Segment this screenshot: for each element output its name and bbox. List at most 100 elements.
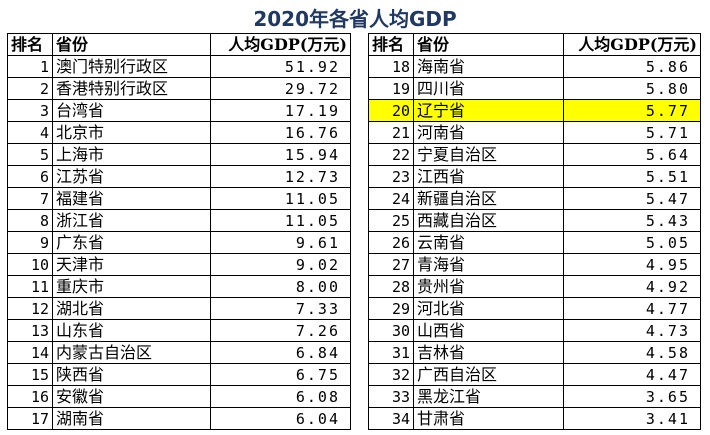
rank-cell: 6: [7, 165, 53, 188]
row: 29 河北省 4.77: [368, 297, 701, 320]
province-cell: 安徽省: [52, 385, 211, 408]
province-cell: 湖南省: [52, 407, 211, 430]
gdp-per-capita-cell: 4.58: [563, 341, 701, 364]
table-right: 排名 省份 人均GDP(万元) 18 海南省 5.86 19 四川省 5.80 20 辽宁省 5.77…: [368, 33, 701, 430]
province-cell: 山西省: [413, 319, 564, 342]
rank-cell: 23: [368, 165, 414, 188]
province-cell: 上海市: [52, 143, 211, 166]
gdp-per-capita-cell: 4.47: [563, 363, 701, 386]
row: 11 重庆市 8.00: [7, 275, 351, 298]
row: 19 四川省 5.80: [368, 77, 701, 100]
row: 20 辽宁省 5.77: [368, 99, 701, 122]
province-cell: 重庆市: [52, 275, 211, 298]
row: 23 江西省 5.51: [368, 165, 701, 188]
row: 5 上海市 15.94: [7, 143, 351, 166]
header-cell: 省份: [52, 33, 211, 56]
rank-cell: 14: [7, 341, 53, 364]
rank-cell: 7: [7, 187, 53, 210]
row: 27 青海省 4.95: [368, 253, 701, 276]
row: 22 宁夏自治区 5.64: [368, 143, 701, 166]
rank-cell: 11: [7, 275, 53, 298]
row: 33 黑龙江省 3.65: [368, 385, 701, 408]
province-cell: 天津市: [52, 253, 211, 276]
gdp-per-capita-cell: 4.92: [563, 275, 701, 298]
row: 32 广西自治区 4.47: [368, 363, 701, 386]
gdp-per-capita-cell: 4.77: [563, 297, 701, 320]
row: 31 吉林省 4.58: [368, 341, 701, 364]
gdp-per-capita-cell: 29.72: [210, 77, 351, 100]
gdp-per-capita-cell: 8.00: [210, 275, 351, 298]
rank-cell: 30: [368, 319, 414, 342]
province-cell: 新疆自治区: [413, 187, 564, 210]
gdp-per-capita-cell: 5.05: [563, 231, 701, 254]
row: 7 福建省 11.05: [7, 187, 351, 210]
gdp-per-capita-cell: 5.71: [563, 121, 701, 144]
row: 28 贵州省 4.92: [368, 275, 701, 298]
gdp-per-capita-cell: 7.33: [210, 297, 351, 320]
row: 18 海南省 5.86: [368, 55, 701, 78]
province-cell: 黑龙江省: [413, 385, 564, 408]
rank-cell: 3: [7, 99, 53, 122]
row: 25 西藏自治区 5.43: [368, 209, 701, 232]
rank-cell: 27: [368, 253, 414, 276]
gdp-per-capita-cell: 6.84: [210, 341, 351, 364]
rank-cell: 9: [7, 231, 53, 254]
province-cell: 辽宁省: [413, 99, 564, 122]
row: 34 甘肃省 3.41: [368, 407, 701, 430]
province-cell: 青海省: [413, 253, 564, 276]
row: 4 北京市 16.76: [7, 121, 351, 144]
gdp-per-capita-cell: 3.65: [563, 385, 701, 408]
rank-cell: 22: [368, 143, 414, 166]
row: 8 浙江省 11.05: [7, 209, 351, 232]
rank-cell: 2: [7, 77, 53, 100]
row: 24 新疆自治区 5.47: [368, 187, 701, 210]
gdp-per-capita-cell: 51.92: [210, 55, 351, 78]
header-cell: 排名: [7, 33, 53, 56]
gdp-per-capita-cell: 15.94: [210, 143, 351, 166]
province-cell: 宁夏自治区: [413, 143, 564, 166]
gdp-per-capita-cell: 4.95: [563, 253, 701, 276]
rank-cell: 8: [7, 209, 53, 232]
rank-cell: 16: [7, 385, 53, 408]
province-cell: 西藏自治区: [413, 209, 564, 232]
province-cell: 甘肃省: [413, 407, 564, 430]
gdp-per-capita-cell: 5.77: [563, 99, 701, 122]
rank-cell: 18: [368, 55, 414, 78]
province-cell: 北京市: [52, 121, 211, 144]
header-cell: 省份: [413, 33, 564, 56]
gdp-per-capita-cell: 9.02: [210, 253, 351, 276]
gdp-per-capita-cell: 6.04: [210, 407, 351, 430]
gdp-per-capita-cell: 5.86: [563, 55, 701, 78]
gdp-per-capita-cell: 6.08: [210, 385, 351, 408]
gdp-per-capita-cell: 3.41: [563, 407, 701, 430]
province-cell: 云南省: [413, 231, 564, 254]
rank-cell: 34: [368, 407, 414, 430]
row: 26 云南省 5.05: [368, 231, 701, 254]
row: 13 山东省 7.26: [7, 319, 351, 342]
gdp-per-capita-cell: 5.80: [563, 77, 701, 100]
row: 1 澳门特别行政区 51.92: [7, 55, 351, 78]
gdp-per-capita-cell: 6.75: [210, 363, 351, 386]
row: 14 内蒙古自治区 6.84: [7, 341, 351, 364]
province-cell: 贵州省: [413, 275, 564, 298]
row: 15 陕西省 6.75: [7, 363, 351, 386]
province-cell: 河北省: [413, 297, 564, 320]
province-cell: 湖北省: [52, 297, 211, 320]
rank-cell: 32: [368, 363, 414, 386]
province-cell: 海南省: [413, 55, 564, 78]
province-cell: 江西省: [413, 165, 564, 188]
province-cell: 江苏省: [52, 165, 211, 188]
row: 21 河南省 5.71: [368, 121, 701, 144]
province-cell: 山东省: [52, 319, 211, 342]
header-cell: 排名: [368, 33, 414, 56]
rank-cell: 5: [7, 143, 53, 166]
rank-cell: 13: [7, 319, 53, 342]
title: 2020年各省人均GDP: [253, 7, 457, 31]
rank-cell: 25: [368, 209, 414, 232]
header-cell: 人均GDP(万元): [563, 33, 701, 56]
rank-cell: 33: [368, 385, 414, 408]
row: 16 安徽省 6.08: [7, 385, 351, 408]
gdp-per-capita-cell: 5.47: [563, 187, 701, 210]
province-cell: 浙江省: [52, 209, 211, 232]
province-cell: 广西自治区: [413, 363, 564, 386]
